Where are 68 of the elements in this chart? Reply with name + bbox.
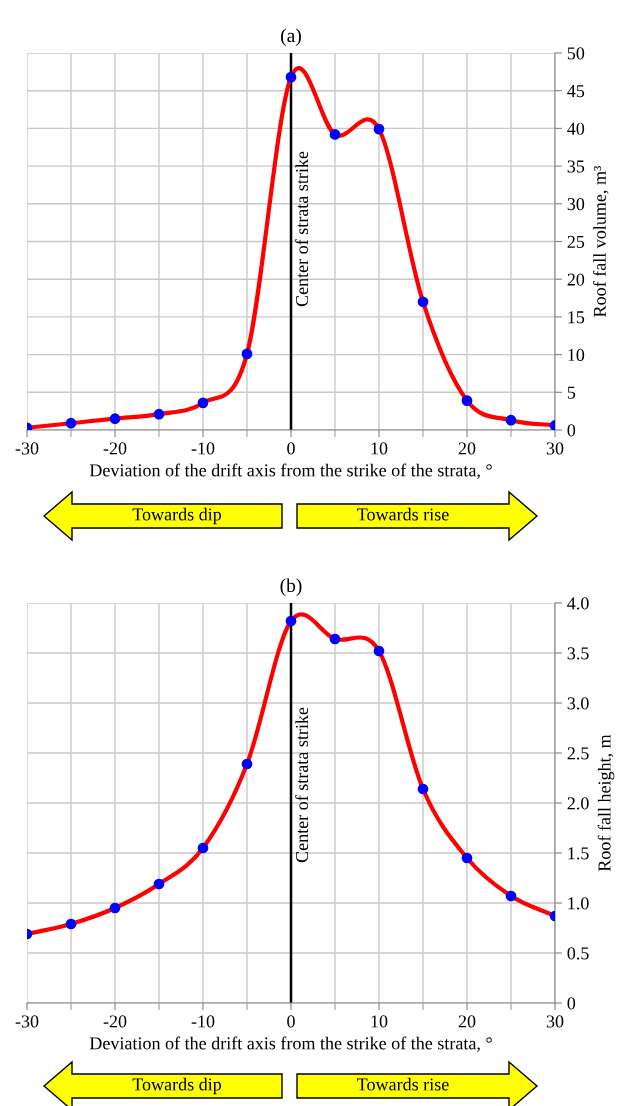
- x-tick-label: 10: [371, 1015, 388, 1028]
- point: [505, 890, 517, 902]
- point: [417, 783, 429, 795]
- x-axis-title: Deviation of the drift axis from the strike of the strata, °: [89, 463, 492, 480]
- point: [65, 918, 77, 930]
- chart-title: (b): [280, 578, 302, 597]
- y-tick-label: 35: [567, 160, 585, 173]
- y-tick-label: 45: [567, 85, 585, 98]
- point: [65, 417, 77, 429]
- y-tick-label: 0: [567, 424, 576, 437]
- text: Towards rise: [357, 507, 449, 521]
- point: [109, 413, 121, 425]
- y-tick-label: 0: [567, 997, 576, 1010]
- x-tick-label: 20: [458, 1015, 476, 1028]
- y-tick-label: 50: [567, 47, 585, 60]
- y-tick-label: 15: [568, 311, 585, 324]
- y-tick-label: 30: [567, 198, 585, 211]
- point: [285, 71, 297, 83]
- point: [241, 348, 253, 360]
- point: [505, 414, 517, 426]
- x-tick-label: -10: [191, 442, 215, 455]
- point: [461, 395, 473, 406]
- y-tick-label: 5: [567, 386, 576, 399]
- y-tick-label: 2.5: [567, 747, 589, 760]
- x-tick-label: 20: [458, 442, 476, 455]
- x-tick-label: 10: [371, 442, 388, 455]
- y-tick-label: 20: [567, 273, 585, 286]
- point: [329, 129, 341, 140]
- x-tick-label: 30: [546, 1015, 564, 1028]
- point: [109, 902, 121, 914]
- point: [373, 645, 385, 657]
- y-tick-label: 4.0: [567, 597, 589, 610]
- point: [461, 852, 473, 864]
- y-tick-label: 10: [568, 348, 585, 362]
- point: [373, 123, 385, 135]
- ref-line-label: Center of strata strike: [295, 707, 309, 863]
- ref-line-label: Center of strata strike: [295, 151, 309, 307]
- x-tick-label: 30: [546, 442, 564, 455]
- x-tick-label: 0: [287, 442, 295, 455]
- chart-title: (a): [281, 28, 301, 47]
- point: [417, 296, 429, 308]
- x-tick-label: -20: [103, 1015, 127, 1028]
- text: Towards rise: [357, 1077, 449, 1091]
- y-axis-title: Roof fall height, m: [597, 734, 615, 872]
- y-tick-label: 40: [567, 122, 585, 135]
- point: [153, 878, 165, 890]
- y-tick-label: 1.5: [568, 847, 589, 860]
- text: Towards dip: [132, 1077, 222, 1095]
- x-tick-label: -30: [15, 442, 39, 455]
- y-tick-label: 0.5: [567, 947, 589, 960]
- x-tick-label: -10: [191, 1015, 215, 1028]
- y-axis-title: Roof fall volume, m³: [593, 165, 609, 317]
- point: [241, 758, 253, 770]
- x-axis-title: Deviation of the drift axis from the strike of the strata, °: [89, 1036, 492, 1053]
- y-tick-label: 2.0: [567, 797, 589, 810]
- text: Towards dip: [132, 507, 222, 525]
- y-tick-label: 25: [567, 235, 585, 248]
- y-tick-label: 1.0: [568, 897, 589, 910]
- point: [197, 397, 209, 409]
- point: [153, 408, 165, 420]
- y-tick-label: 3.5: [567, 647, 589, 660]
- point: [329, 633, 341, 645]
- x-tick-label: -30: [15, 1015, 39, 1028]
- y-tick-label: 3.0: [567, 697, 589, 710]
- x-tick-label: -20: [103, 442, 127, 455]
- point: [197, 842, 209, 854]
- point: [285, 615, 297, 627]
- x-tick-label: 0: [287, 1015, 295, 1028]
